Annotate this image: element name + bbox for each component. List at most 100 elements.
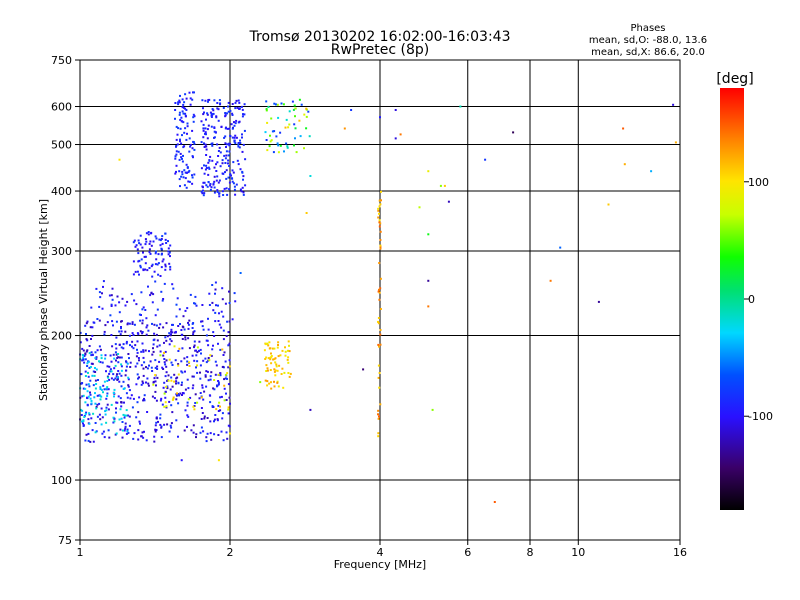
data-point: [379, 222, 382, 225]
data-point: [189, 145, 192, 148]
data-point: [142, 399, 145, 402]
x-tick-label: 4: [377, 546, 384, 559]
data-point: [205, 164, 208, 167]
data-point: [177, 127, 180, 130]
data-point: [194, 295, 197, 298]
data-point: [160, 248, 163, 251]
data-point: [209, 184, 212, 187]
data-point: [272, 358, 275, 361]
data-point: [159, 417, 162, 420]
data-point: [238, 120, 241, 123]
data-point: [110, 377, 113, 380]
data-point: [156, 345, 159, 348]
data-point: [99, 418, 102, 421]
data-point: [227, 412, 230, 415]
data-point: [205, 184, 208, 187]
data-point: [160, 238, 163, 240]
data-point: [225, 143, 228, 146]
data-point: [181, 173, 184, 176]
data-point: [184, 309, 187, 312]
data-point: [233, 140, 236, 143]
y-axis-label: Stationary phase Virtual Height [km]: [37, 199, 50, 401]
data-point: [136, 373, 139, 376]
data-point: [281, 349, 284, 352]
data-point: [210, 125, 213, 128]
data-point: [233, 136, 236, 139]
data-point: [226, 437, 229, 440]
data-point: [176, 376, 179, 379]
data-point: [214, 320, 217, 323]
data-point: [139, 266, 142, 269]
data-point: [224, 162, 227, 164]
data-point: [224, 171, 226, 174]
data-point: [90, 306, 93, 309]
data-point: [88, 366, 91, 369]
data-point: [215, 115, 218, 118]
data-point: [91, 374, 94, 377]
data-point: [132, 273, 135, 276]
data-point: [126, 362, 129, 365]
data-point: [276, 369, 279, 372]
data-point: [147, 285, 149, 288]
data-point: [379, 343, 382, 346]
data-point: [212, 387, 215, 390]
data-point: [220, 126, 223, 128]
data-point: [288, 344, 290, 347]
data-point: [186, 378, 189, 381]
data-point: [144, 238, 147, 241]
data-point: [104, 413, 107, 416]
data-point: [177, 103, 180, 106]
data-point: [145, 240, 148, 243]
data-point: [81, 395, 84, 398]
data-point: [227, 331, 230, 334]
data-point: [208, 304, 211, 306]
data-point: [378, 205, 381, 208]
data-point: [484, 158, 487, 161]
data-point: [183, 101, 186, 104]
data-point: [105, 421, 108, 424]
data-point: [168, 400, 171, 403]
data-point: [143, 399, 146, 402]
data-point: [185, 109, 188, 111]
data-point: [209, 432, 212, 435]
data-point: [162, 298, 165, 300]
data-point: [200, 426, 203, 429]
data-point: [155, 237, 158, 240]
data-point: [186, 132, 188, 135]
data-point: [232, 182, 235, 185]
y-tick-label: 500: [51, 139, 72, 152]
data-point: [141, 331, 144, 333]
data-point: [141, 342, 144, 345]
data-point: [85, 322, 88, 325]
data-point: [202, 189, 204, 192]
data-point: [224, 360, 227, 363]
data-point: [188, 361, 191, 364]
data-point: [178, 99, 181, 102]
data-point: [207, 161, 210, 164]
data-point: [82, 358, 85, 361]
data-point: [378, 288, 380, 291]
data-point: [135, 244, 138, 247]
data-point: [205, 133, 207, 136]
data-point: [160, 426, 163, 429]
data-point: [221, 412, 224, 415]
data-point: [202, 186, 204, 189]
data-point: [118, 380, 121, 383]
data-point: [201, 412, 204, 414]
data-point: [192, 375, 195, 378]
data-point: [284, 126, 287, 129]
data-point: [303, 147, 305, 150]
data-point: [131, 321, 134, 324]
data-point: [226, 112, 229, 115]
data-point: [241, 150, 244, 153]
data-point: [178, 347, 181, 350]
data-point: [163, 381, 166, 384]
data-point: [121, 297, 124, 300]
data-point: [202, 107, 204, 110]
data-point: [226, 127, 229, 130]
data-point: [146, 324, 149, 327]
data-point: [131, 345, 133, 348]
data-point: [154, 428, 157, 431]
data-point: [650, 170, 653, 173]
data-point: [597, 300, 600, 303]
